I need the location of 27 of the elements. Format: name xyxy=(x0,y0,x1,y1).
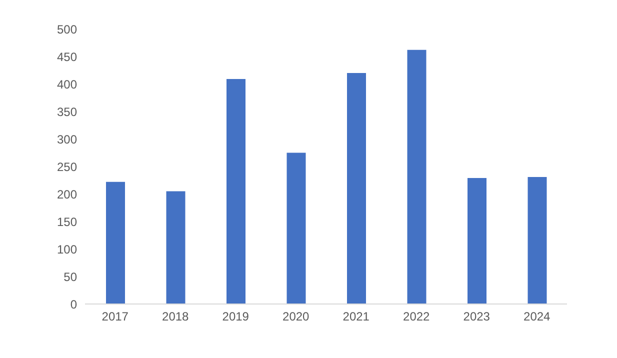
x-tick-label: 2022 xyxy=(403,310,430,324)
y-tick-label: 50 xyxy=(64,270,78,284)
y-tick-label: 400 xyxy=(56,77,78,92)
x-tick-label: 2017 xyxy=(102,310,129,324)
y-tick-label: 0 xyxy=(70,297,78,312)
bar xyxy=(106,182,125,304)
x-tick-label: 2018 xyxy=(162,310,190,324)
bar xyxy=(226,79,246,304)
y-tick-label: 150 xyxy=(56,214,78,229)
y-tick-label: 250 xyxy=(56,160,78,174)
bar xyxy=(286,152,306,304)
y-tick-label: 100 xyxy=(56,242,78,256)
bar xyxy=(407,50,426,304)
bar xyxy=(166,191,186,304)
bar xyxy=(468,178,486,304)
bar xyxy=(347,73,366,304)
y-tick-label: 200 xyxy=(56,187,78,202)
y-tick-label: 450 xyxy=(56,50,78,64)
x-tick-label: 2021 xyxy=(342,310,370,324)
y-tick-label: 300 xyxy=(56,132,78,146)
x-tick-label: 2023 xyxy=(463,310,490,324)
x-tick-label: 2020 xyxy=(282,310,310,324)
y-tick-label: 350 xyxy=(56,104,78,119)
x-tick-label: 2024 xyxy=(524,310,551,324)
y-tick-label: 500 xyxy=(56,22,78,36)
x-tick-label: 2019 xyxy=(222,310,250,324)
bar xyxy=(528,176,547,304)
